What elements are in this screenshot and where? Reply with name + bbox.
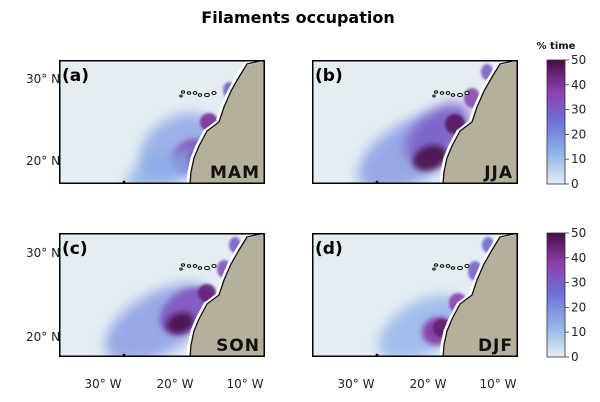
colorbar-tick-label: 30 <box>571 276 586 290</box>
panels: (a) MAM (b) JJA (c) SON (d) DJF <box>59 60 518 357</box>
panel-frame <box>312 233 518 357</box>
island <box>211 90 217 96</box>
filament-plume-2 <box>412 145 448 171</box>
coastal-strip <box>186 233 264 357</box>
x-tick-20w-right: 20° W <box>410 377 447 391</box>
coastal-strip <box>439 233 517 357</box>
island <box>179 267 183 271</box>
panel-label: (c) <box>62 239 88 259</box>
island <box>180 90 186 94</box>
panel-jja: (b) JJA <box>312 60 518 184</box>
season-label: MAM <box>210 163 260 183</box>
x-tick-10w-right: 10° W <box>480 377 517 391</box>
island <box>211 263 217 269</box>
x-tick-30w-right: 30° W <box>338 377 375 391</box>
island <box>186 264 192 268</box>
island <box>197 266 203 270</box>
colorbar-tick-label: 30 <box>571 103 586 117</box>
filament-plume-5 <box>126 149 202 184</box>
island <box>186 91 192 95</box>
season-label: JJA <box>483 163 513 183</box>
y-tick-20n-top: 20° N <box>26 154 60 168</box>
island <box>180 263 186 267</box>
x-tick-30w-left: 30° W <box>85 377 122 391</box>
filament-plume-2 <box>166 312 194 334</box>
coastline <box>442 233 518 357</box>
island <box>464 90 470 96</box>
panel-frame <box>312 60 518 184</box>
island <box>439 91 445 95</box>
panel-frame <box>59 233 265 357</box>
land <box>190 60 265 184</box>
colorbar-tick-label: 0 <box>571 177 579 191</box>
colorbar-tick-label: 20 <box>571 300 586 314</box>
coastal-strip <box>439 60 517 184</box>
land <box>443 233 518 357</box>
island <box>204 92 210 98</box>
colorbar-label-top: % time <box>537 41 576 52</box>
season-label: DJF <box>478 336 513 356</box>
panel-frame <box>59 60 265 184</box>
colorbar-tick-label: 50 <box>571 53 586 67</box>
island <box>457 92 463 98</box>
island <box>445 264 451 268</box>
island <box>457 265 463 271</box>
colorbar-tick-label: 10 <box>571 152 586 166</box>
colorbar-tick-label: 10 <box>571 325 586 339</box>
colorbar-tick-label: 40 <box>571 251 586 265</box>
island <box>197 93 203 97</box>
y-tick-30n-top: 30° N <box>26 72 60 86</box>
island <box>179 94 183 98</box>
island <box>445 91 451 95</box>
island <box>204 265 210 271</box>
x-tick-10w-left: 10° W <box>227 377 264 391</box>
island <box>439 264 445 268</box>
coastal-strip <box>186 60 264 184</box>
panel-label: (d) <box>315 239 343 259</box>
land <box>190 233 265 357</box>
coastline <box>442 60 518 184</box>
colorbar-top <box>546 59 566 185</box>
island <box>192 264 198 268</box>
x-tick-20w-left: 20° W <box>157 377 194 391</box>
island <box>433 90 439 94</box>
island <box>450 266 456 270</box>
colorbar-ticks-top: 0 10 20 30 40 50 <box>565 53 586 191</box>
panel-son: (c) SON <box>59 233 265 357</box>
colorbar-tick-label: 0 <box>571 350 579 364</box>
panel-label: (b) <box>315 66 343 86</box>
colorbar-tick-label: 40 <box>571 78 586 92</box>
island <box>192 91 198 95</box>
y-tick-20n-bottom: 20° N <box>26 330 60 344</box>
land <box>443 60 518 184</box>
panel-mam: (a) MAM <box>59 60 265 184</box>
panel-djf: (d) DJF <box>312 233 518 357</box>
island <box>433 263 439 267</box>
coastline <box>189 233 265 357</box>
panel-label: (a) <box>62 66 89 86</box>
colorbar-tick-label: 20 <box>571 127 586 141</box>
colorbar-ticks-bottom: 0 10 20 30 40 50 <box>565 226 586 364</box>
island <box>450 93 456 97</box>
island <box>464 263 470 269</box>
island <box>432 94 436 98</box>
coastline <box>189 60 265 184</box>
island <box>432 267 436 271</box>
y-tick-30n-bottom: 30° N <box>26 246 60 260</box>
colorbar-bottom <box>546 232 566 358</box>
colorbar-tick-label: 50 <box>571 226 586 240</box>
season-label: SON <box>216 336 260 356</box>
chart-title: Filaments occupation <box>201 8 394 27</box>
